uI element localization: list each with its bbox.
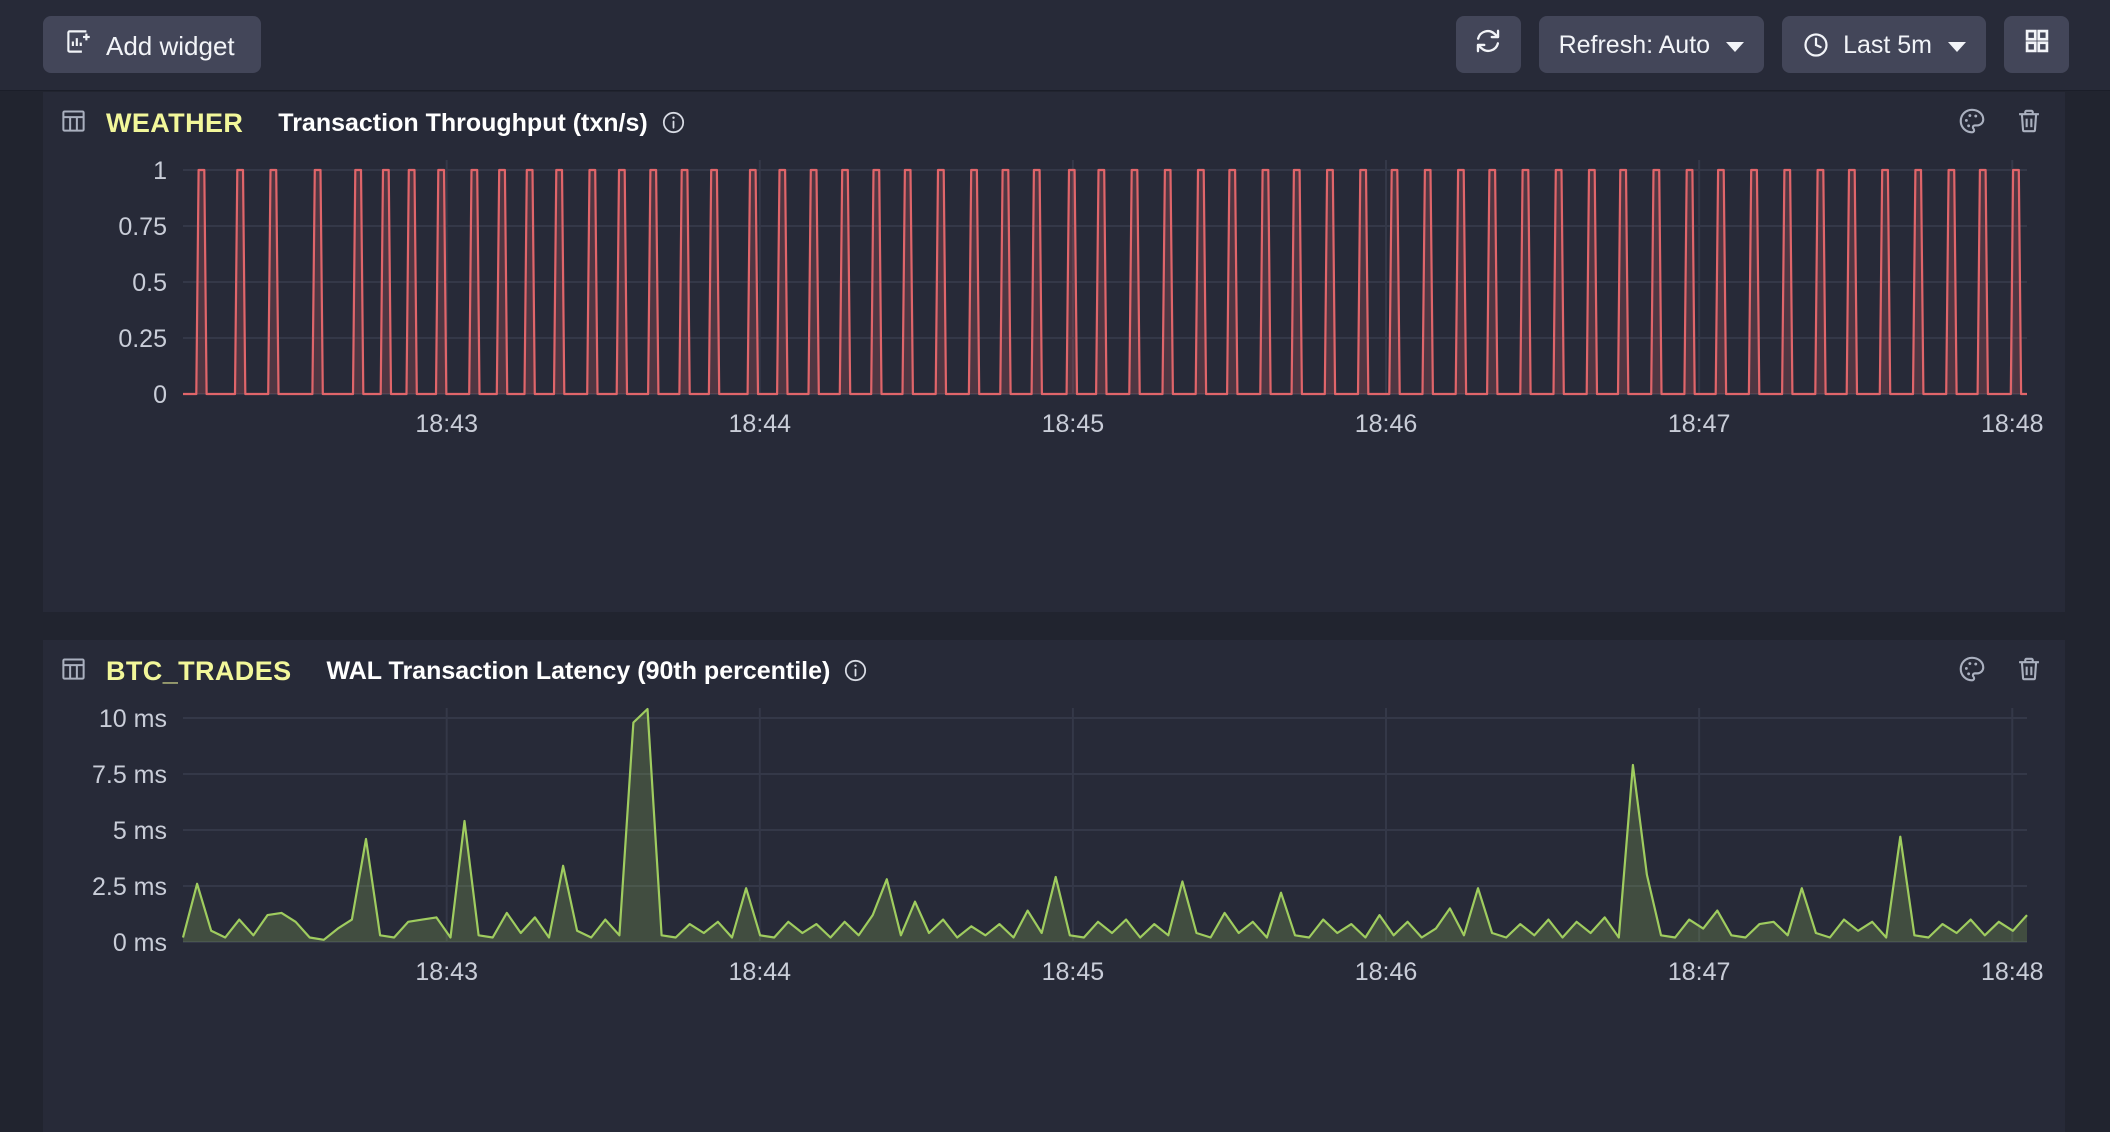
svg-text:18:46: 18:46 xyxy=(1355,410,1418,438)
chevron-down-icon xyxy=(1726,41,1745,52)
layout-grid-button[interactable] xyxy=(2004,16,2069,73)
widget-header-actions xyxy=(1957,92,2043,154)
chart-area-throughput[interactable]: 1 0.75 0.5 0.25 0 18:43 18:44 18:45 18:46 18:47 18… xyxy=(43,154,2065,484)
dashboard-toolbar: Add widget Refresh: Auto xyxy=(0,0,2110,91)
svg-text:7.5 ms: 7.5 ms xyxy=(92,761,167,789)
widget-header: BTC_TRADES WAL Transaction Latency (90th… xyxy=(43,640,2065,702)
svg-text:18:48: 18:48 xyxy=(1981,410,2044,438)
chevron-down-icon xyxy=(1948,41,1966,52)
svg-text:18:45: 18:45 xyxy=(1042,958,1105,986)
toolbar-right-group: Refresh: Auto Last 5m xyxy=(1455,16,2069,73)
svg-text:18:43: 18:43 xyxy=(415,410,478,438)
svg-text:0 ms: 0 ms xyxy=(113,929,167,957)
svg-text:18:44: 18:44 xyxy=(729,958,792,986)
svg-text:0.25: 0.25 xyxy=(118,325,167,353)
svg-text:5 ms: 5 ms xyxy=(113,817,167,845)
refresh-interval-dropdown[interactable]: Refresh: Auto xyxy=(1538,16,1765,73)
info-icon[interactable] xyxy=(843,658,868,688)
widget-title: WAL Transaction Latency (90th percentile… xyxy=(326,656,831,685)
svg-text:18:47: 18:47 xyxy=(1668,958,1731,986)
time-range-dropdown[interactable]: Last 5m xyxy=(1782,16,1986,73)
svg-text:18:47: 18:47 xyxy=(1668,410,1731,438)
widget-header: WEATHER Transaction Throughput (txn/s) xyxy=(43,92,2065,154)
palette-icon[interactable] xyxy=(1957,106,1987,141)
widget-header-actions xyxy=(1957,640,2043,702)
clock-icon xyxy=(1802,31,1830,59)
svg-text:0: 0 xyxy=(153,381,167,409)
refresh-interval-label: Refresh: Auto xyxy=(1558,31,1711,59)
info-icon[interactable] xyxy=(661,110,686,140)
svg-text:2.5 ms: 2.5 ms xyxy=(92,873,167,901)
refresh-icon xyxy=(1474,27,1502,62)
grid-layout-icon xyxy=(2023,27,2051,62)
trash-icon[interactable] xyxy=(2015,107,2043,140)
svg-text:18:46: 18:46 xyxy=(1355,958,1418,986)
svg-text:1: 1 xyxy=(153,157,167,185)
add-chart-icon xyxy=(65,28,92,62)
palette-icon[interactable] xyxy=(1957,654,1987,689)
table-icon xyxy=(60,107,87,139)
chart-area-latency[interactable]: 10 ms 7.5 ms 5 ms 2.5 ms 0 ms 18:43 18:44 18:45… xyxy=(43,702,2065,1032)
dashboard-widget: BTC_TRADES WAL Transaction Latency (90th… xyxy=(43,640,2065,1132)
add-widget-label: Add widget xyxy=(106,30,235,61)
widget-source-name: WEATHER xyxy=(106,107,244,138)
svg-text:18:43: 18:43 xyxy=(415,958,478,986)
widget-title: Transaction Throughput (txn/s) xyxy=(278,108,648,137)
widget-source-name: BTC_TRADES xyxy=(106,655,292,686)
svg-text:18:48: 18:48 xyxy=(1981,958,2044,986)
svg-text:0.5: 0.5 xyxy=(132,269,167,297)
svg-text:18:44: 18:44 xyxy=(729,410,792,438)
time-range-label: Last 5m xyxy=(1843,31,1932,59)
svg-text:0.75: 0.75 xyxy=(118,213,167,241)
table-icon xyxy=(60,655,87,687)
add-widget-button[interactable]: Add widget xyxy=(43,16,261,73)
svg-text:10 ms: 10 ms xyxy=(99,705,167,733)
refresh-now-button[interactable] xyxy=(1455,16,1521,73)
svg-text:18:45: 18:45 xyxy=(1042,410,1105,438)
dashboard-widget: WEATHER Transaction Throughput (txn/s) xyxy=(43,92,2065,612)
trash-icon[interactable] xyxy=(2015,655,2043,688)
